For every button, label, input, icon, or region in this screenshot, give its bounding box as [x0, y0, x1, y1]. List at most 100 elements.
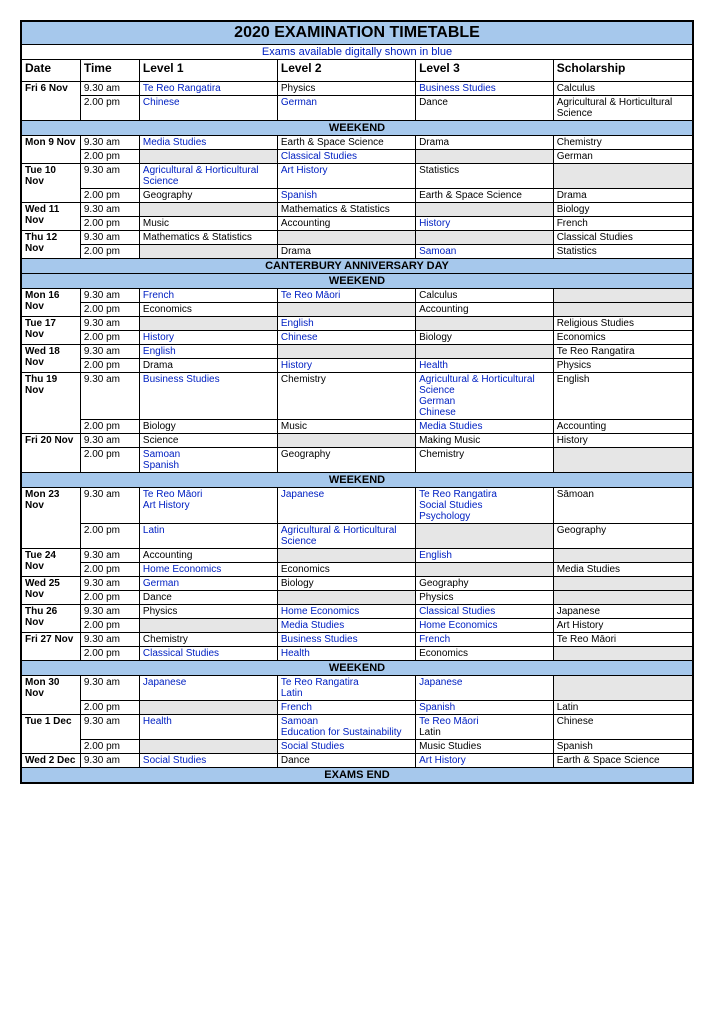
- date-cell: Wed 2 Dec: [22, 754, 81, 768]
- cell: German: [553, 150, 692, 164]
- cell: History: [277, 359, 415, 373]
- cell: Samoan: [416, 245, 554, 259]
- hdr-l3: Level 3: [416, 60, 554, 82]
- cell-line: Samoan: [281, 716, 318, 727]
- cell: [139, 740, 277, 754]
- cell: [277, 231, 415, 245]
- cell: Biology: [553, 203, 692, 217]
- subtitle: Exams available digitally shown in blue: [22, 45, 693, 60]
- cell: Media Studies: [139, 136, 277, 150]
- cell: Chemistry: [416, 448, 554, 473]
- cell: [416, 345, 554, 359]
- table-row: 2.00 pm Biology Music Media Studies Acco…: [22, 420, 693, 434]
- cell-line: Latin: [419, 727, 441, 738]
- table-row: Thu 12 Nov 9.30 am Mathematics & Statist…: [22, 231, 693, 245]
- time-cell: 9.30 am: [80, 676, 139, 701]
- canterbury-band: CANTERBURY ANNIVERSARY DAY: [22, 259, 693, 274]
- exam-timetable: 2020 EXAMINATION TIMETABLE Exams availab…: [21, 21, 693, 783]
- cell: Physics: [277, 82, 415, 96]
- cell: Biology: [277, 577, 415, 591]
- cell: German: [139, 577, 277, 591]
- cell: [553, 577, 692, 591]
- cell: Geography: [139, 189, 277, 203]
- cell: Dance: [139, 591, 277, 605]
- time-cell: 2.00 pm: [80, 619, 139, 633]
- cell: [416, 231, 554, 245]
- time-cell: 9.30 am: [80, 577, 139, 591]
- cell: [553, 591, 692, 605]
- table-row: 2.00 pm Dance Physics: [22, 591, 693, 605]
- cell: Economics: [416, 647, 554, 661]
- cell: Te Reo Māori: [553, 633, 692, 647]
- cell: Spanish: [416, 701, 554, 715]
- cell: Business Studies: [139, 373, 277, 420]
- date-cell: Fri 20 Nov: [22, 434, 81, 473]
- cell-line: Agricultural & Horticultural Science: [419, 374, 535, 396]
- time-cell: 9.30 am: [80, 136, 139, 150]
- table-row: Fri 20 Nov 9.30 am Science Making Music …: [22, 434, 693, 448]
- cell: French: [416, 633, 554, 647]
- date-cell: Mon 16 Nov: [22, 289, 81, 317]
- cell: Chemistry: [277, 373, 415, 420]
- cell: English: [277, 317, 415, 331]
- cell-line: Psychology: [419, 511, 470, 522]
- table-row: 2.00 pm Economics Accounting: [22, 303, 693, 317]
- cell: Chinese: [139, 96, 277, 121]
- column-headers: Date Time Level 1 Level 2 Level 3 Schola…: [22, 60, 693, 82]
- cell: Classical Studies: [139, 647, 277, 661]
- table-row: Fri 6 Nov 9.30 am Te Reo Rangatira Physi…: [22, 82, 693, 96]
- time-cell: 9.30 am: [80, 434, 139, 448]
- time-cell: 9.30 am: [80, 289, 139, 303]
- cell: Spanish: [553, 740, 692, 754]
- cell: [553, 289, 692, 303]
- time-cell: 9.30 am: [80, 373, 139, 420]
- table-row: Mon 9 Nov 9.30 am Media Studies Earth & …: [22, 136, 693, 150]
- cell: Mathematics & Statistics: [277, 203, 415, 217]
- cell: Te Reo Rangatira: [553, 345, 692, 359]
- cell: Physics: [139, 605, 277, 619]
- cell: Media Studies: [416, 420, 554, 434]
- cell-line: Latin: [281, 688, 303, 699]
- cell: Earth & Space Science: [416, 189, 554, 203]
- cell: [416, 524, 554, 549]
- cell: Statistics: [416, 164, 554, 189]
- cell: Media Studies: [277, 619, 415, 633]
- date-cell: Tue 10 Nov: [22, 164, 81, 203]
- cell: [553, 303, 692, 317]
- time-cell: 2.00 pm: [80, 701, 139, 715]
- cell: Drama: [553, 189, 692, 203]
- hdr-date: Date: [22, 60, 81, 82]
- cell: Health: [416, 359, 554, 373]
- cell: Physics: [553, 359, 692, 373]
- table-row: 2.00 pm Media Studies Home Economics Art…: [22, 619, 693, 633]
- cell: Chemistry: [553, 136, 692, 150]
- cell: Physics: [416, 591, 554, 605]
- table-row: Tue 10 Nov 9.30 am Agricultural & Hortic…: [22, 164, 693, 189]
- cell: Japanese: [139, 676, 277, 701]
- cell: French: [277, 701, 415, 715]
- cell: [553, 647, 692, 661]
- cell-line: Art History: [143, 500, 190, 511]
- cell: Accounting: [277, 217, 415, 231]
- weekend-band: WEEKEND: [22, 473, 693, 488]
- cell: SamoanSpanish: [139, 448, 277, 473]
- cell: Calculus: [416, 289, 554, 303]
- table-row: 2.00 pm Geography Spanish Earth & Space …: [22, 189, 693, 203]
- cell: History: [139, 331, 277, 345]
- date-cell: Mon 30 Nov: [22, 676, 81, 715]
- cell: [277, 549, 415, 563]
- table-row: Wed 25 Nov 9.30 am German Biology Geogra…: [22, 577, 693, 591]
- cell-line: Education for Sustainability: [281, 727, 402, 738]
- date-cell: Tue 17 Nov: [22, 317, 81, 345]
- table-row: 2.00 pm Drama History Health Physics: [22, 359, 693, 373]
- cell: Earth & Space Science: [553, 754, 692, 768]
- table-row: 2.00 pm Home Economics Economics Media S…: [22, 563, 693, 577]
- cell: Chinese: [277, 331, 415, 345]
- time-cell: 9.30 am: [80, 605, 139, 619]
- cell: Te Reo MāoriArt History: [139, 488, 277, 524]
- cell: Sāmoan: [553, 488, 692, 524]
- time-cell: 9.30 am: [80, 633, 139, 647]
- cell: Science: [139, 434, 277, 448]
- cell: Geography: [277, 448, 415, 473]
- hdr-sch: Scholarship: [553, 60, 692, 82]
